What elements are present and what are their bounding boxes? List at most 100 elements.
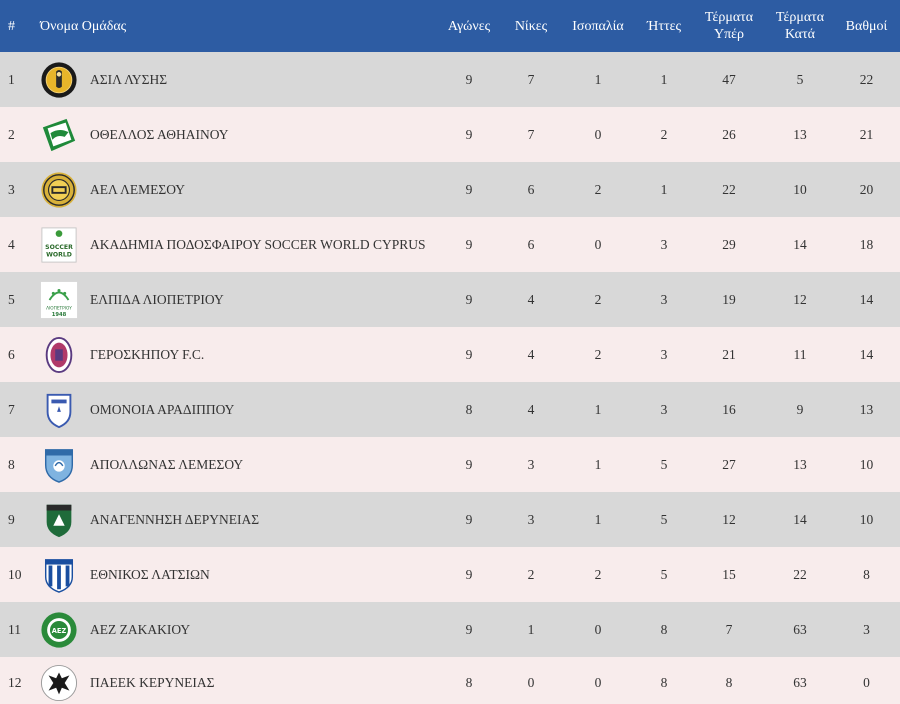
team-link[interactable]: ΑΕΛ ΛΕΜΕΣΟΥ <box>40 171 435 209</box>
row-team-cell[interactable]: ΟΘΕΛΛΟΣ ΑΘΗΑΙΝΟΥ <box>40 107 435 162</box>
row-goals-for: 19 <box>722 291 736 307</box>
row-team-cell[interactable]: ΠΑΕΕΚ ΚΕΡΥΝΕΙΑΣ <box>40 657 435 704</box>
column-header-goals-for[interactable]: Τέρματα Υπέρ <box>691 0 767 52</box>
row-team-cell[interactable]: ΑΣΙΛ ΛΥΣΗΣ <box>40 52 435 107</box>
table-row[interactable]: 4 SOCCER WORLD ΑΚΑΔΗΜΙΑ ΠΟΔΟΣΦΑΙΡΟΥ SOCC… <box>0 217 900 272</box>
row-played: 9 <box>465 236 473 252</box>
row-team-cell[interactable]: ΑΝΑΓΕΝΝΗΣΗ ΔΕΡΥΝΕΙΑΣ <box>40 492 435 547</box>
aez-zakakiou-crest-icon: ΑΕΖ <box>40 611 78 649</box>
soccer-world-crest-icon: SOCCER WORLD <box>40 226 78 264</box>
row-draws: 2 <box>594 291 602 307</box>
table-row[interactable]: 8 ΑΠΟΛΛΩΝΑΣ ΛΕΜΕΣΟΥ 9 3 1 5 27 13 10 <box>0 437 900 492</box>
asil-lysis-crest-icon <box>40 61 78 99</box>
team-name[interactable]: ΑΝΑΓΕΝΝΗΣΗ ΔΕΡΥΝΕΙΑΣ <box>90 511 260 527</box>
row-position: 3 <box>8 181 15 197</box>
team-name[interactable]: ΑΕΖ ΖΑΚΑΚΙΟΥ <box>90 621 191 637</box>
row-played: 9 <box>465 181 473 197</box>
row-draws: 1 <box>594 456 602 472</box>
row-position: 12 <box>8 675 22 690</box>
logo-text-line1: ΑΕΖ <box>52 626 67 634</box>
team-name[interactable]: ΑΚΑΔΗΜΙΑ ΠΟΔΟΣΦΑΙΡΟΥ SOCCER WORLD CYPRUS <box>90 236 426 252</box>
row-wins: 3 <box>527 511 535 527</box>
team-link[interactable]: ΠΑΕΕΚ ΚΕΡΥΝΕΙΑΣ <box>40 664 435 702</box>
row-team-cell[interactable]: ΑΠΟΛΛΩΝΑΣ ΛΕΜΕΣΟΥ <box>40 437 435 492</box>
omonoia-aradippou-crest-icon <box>40 391 78 429</box>
table-row[interactable]: 1 ΑΣΙΛ ΛΥΣΗΣ 9 7 1 1 47 5 22 <box>0 52 900 107</box>
row-played: 9 <box>465 621 473 637</box>
table-row[interactable]: 5 ΛΙΟΠΕΤΡΙΟΥ 1948 ΕΛΠΙΔΑ ΛΙΟΠΕΤΡΙΟΥ 9 4 … <box>0 272 900 327</box>
table-row[interactable]: 11 ΑΕΖ ΑΕΖ ΖΑΚΑΚΙΟΥ 9 1 0 8 7 63 3 <box>0 602 900 657</box>
table-row[interactable]: 7 ΟΜΟΝΟΙΑ ΑΡΑΔΙΠΠΟΥ 8 4 1 3 16 9 13 <box>0 382 900 437</box>
row-played: 9 <box>465 456 473 472</box>
team-link[interactable]: ΑΣΙΛ ΛΥΣΗΣ <box>40 61 435 99</box>
row-wins: 6 <box>527 181 535 197</box>
row-wins: 4 <box>527 401 535 417</box>
team-name[interactable]: ΠΑΕΕΚ ΚΕΡΥΝΕΙΑΣ <box>90 675 215 690</box>
team-link[interactable]: ΓΕΡΟΣΚΗΠΟΥ F.C. <box>40 336 435 374</box>
column-header-goals-for-line1: Τέρματα <box>704 10 754 25</box>
row-wins: 1 <box>527 621 535 637</box>
logo-text-line1: SOCCER <box>45 243 73 250</box>
row-losses: 1 <box>660 71 668 87</box>
team-name[interactable]: ΟΘΕΛΛΟΣ ΑΘΗΑΙΝΟΥ <box>90 126 229 142</box>
row-wins: 4 <box>527 346 535 362</box>
team-link[interactable]: ΑΝΑΓΕΝΝΗΣΗ ΔΕΡΥΝΕΙΑΣ <box>40 501 435 539</box>
logo-text-line2: WORLD <box>46 251 72 258</box>
column-header-losses[interactable]: Ήττες <box>647 18 681 34</box>
team-name[interactable]: ΑΕΛ ΛΕΜΕΣΟΥ <box>90 181 186 197</box>
row-points: 21 <box>859 126 874 142</box>
team-name[interactable]: ΑΣΙΛ ΛΥΣΗΣ <box>90 71 168 87</box>
row-team-cell[interactable]: ΟΜΟΝΟΙΑ ΑΡΑΔΙΠΠΟΥ <box>40 382 435 437</box>
row-wins: 7 <box>527 71 535 87</box>
team-name[interactable]: ΓΕΡΟΣΚΗΠΟΥ F.C. <box>90 346 205 362</box>
row-goals-against: 14 <box>793 511 807 527</box>
column-header-played[interactable]: Αγώνες <box>447 18 491 34</box>
logo-text-line1: ΛΙΟΠΕΤΡΙΟΥ <box>46 305 72 311</box>
row-goals-against: 10 <box>793 181 807 197</box>
team-link[interactable]: ΟΜΟΝΟΙΑ ΑΡΑΔΙΠΠΟΥ <box>40 391 435 429</box>
row-team-cell[interactable]: ΓΕΡΟΣΚΗΠΟΥ F.C. <box>40 327 435 382</box>
row-team-cell[interactable]: ΑΕΛ ΛΕΜΕΣΟΥ <box>40 162 435 217</box>
row-team-cell[interactable]: SOCCER WORLD ΑΚΑΔΗΜΙΑ ΠΟΔΟΣΦΑΙΡΟΥ SOCCER… <box>40 217 435 272</box>
table-header-row: # Όνομα Ομάδας Αγώνες Νίκες Ισοπαλία Ήττ… <box>0 0 900 52</box>
team-name[interactable]: ΕΛΠΙΔΑ ΛΙΟΠΕΤΡΙΟΥ <box>90 291 224 307</box>
table-row[interactable]: 6 ΓΕΡΟΣΚΗΠΟΥ F.C. 9 4 2 3 21 11 14 <box>0 327 900 382</box>
row-losses: 5 <box>660 511 668 527</box>
row-draws: 1 <box>594 71 602 87</box>
row-goals-against: 22 <box>793 566 807 582</box>
team-link[interactable]: ΟΘΕΛΛΟΣ ΑΘΗΑΙΝΟΥ <box>40 116 435 154</box>
column-header-team[interactable]: Όνομα Ομάδας <box>40 18 127 34</box>
table-row[interactable]: 2 ΟΘΕΛΛΟΣ ΑΘΗΑΙΝΟΥ 9 7 0 2 26 13 21 <box>0 107 900 162</box>
team-link[interactable]: ΕΘΝΙΚΟΣ ΛΑΤΣΙΩΝ <box>40 556 435 594</box>
row-team-cell[interactable]: ΕΘΝΙΚΟΣ ΛΑΤΣΙΩΝ <box>40 547 435 602</box>
row-position: 11 <box>8 621 21 637</box>
column-header-wins[interactable]: Νίκες <box>514 18 548 34</box>
team-name[interactable]: ΑΠΟΛΛΩΝΑΣ ΛΕΜΕΣΟΥ <box>90 456 244 472</box>
row-wins: 2 <box>527 566 535 582</box>
team-link[interactable]: ΑΕΖ ΑΕΖ ΖΑΚΑΚΙΟΥ <box>40 611 435 649</box>
row-draws: 2 <box>594 566 602 582</box>
row-draws: 2 <box>594 346 602 362</box>
column-header-position[interactable]: # <box>8 18 15 34</box>
row-losses: 3 <box>660 291 668 307</box>
column-header-goals-against[interactable]: Τέρματα Κατά <box>767 0 833 52</box>
elpida-liopetriou-crest-icon: ΛΙΟΠΕΤΡΙΟΥ 1948 <box>40 281 78 319</box>
table-row[interactable]: 10 ΕΘΝΙΚΟΣ ΛΑΤΣΙΩΝ 9 2 2 5 15 22 8 <box>0 547 900 602</box>
table-row[interactable]: 3 ΑΕΛ ΛΕΜΕΣΟΥ 9 6 2 1 22 10 20 <box>0 162 900 217</box>
row-played: 9 <box>465 566 473 582</box>
row-losses: 2 <box>660 126 668 142</box>
ael-limassol-crest-icon <box>40 171 78 209</box>
row-goals-for: 26 <box>722 126 736 142</box>
row-wins: 6 <box>527 236 535 252</box>
team-link[interactable]: ΑΠΟΛΛΩΝΑΣ ΛΕΜΕΣΟΥ <box>40 446 435 484</box>
row-team-cell[interactable]: ΛΙΟΠΕΤΡΙΟΥ 1948 ΕΛΠΙΔΑ ΛΙΟΠΕΤΡΙΟΥ <box>40 272 435 327</box>
column-header-points[interactable]: Βαθμοί <box>845 18 888 34</box>
team-link[interactable]: SOCCER WORLD ΑΚΑΔΗΜΙΑ ΠΟΔΟΣΦΑΙΡΟΥ SOCCER… <box>40 226 435 264</box>
team-name[interactable]: ΟΜΟΝΟΙΑ ΑΡΑΔΙΠΠΟΥ <box>90 401 235 417</box>
team-link[interactable]: ΛΙΟΠΕΤΡΙΟΥ 1948 ΕΛΠΙΔΑ ΛΙΟΠΕΤΡΙΟΥ <box>40 281 435 319</box>
column-header-draws[interactable]: Ισοπαλία <box>572 18 624 34</box>
table-row[interactable]: 12 ΠΑΕΕΚ ΚΕΡΥΝΕΙΑΣ 8 0 0 8 8 63 0 <box>0 657 900 704</box>
team-name[interactable]: ΕΘΝΙΚΟΣ ΛΑΤΣΙΩΝ <box>90 566 210 582</box>
row-team-cell[interactable]: ΑΕΖ ΑΕΖ ΖΑΚΑΚΙΟΥ <box>40 602 435 657</box>
table-row[interactable]: 9 ΑΝΑΓΕΝΝΗΣΗ ΔΕΡΥΝΕΙΑΣ 9 3 1 5 12 14 10 <box>0 492 900 547</box>
